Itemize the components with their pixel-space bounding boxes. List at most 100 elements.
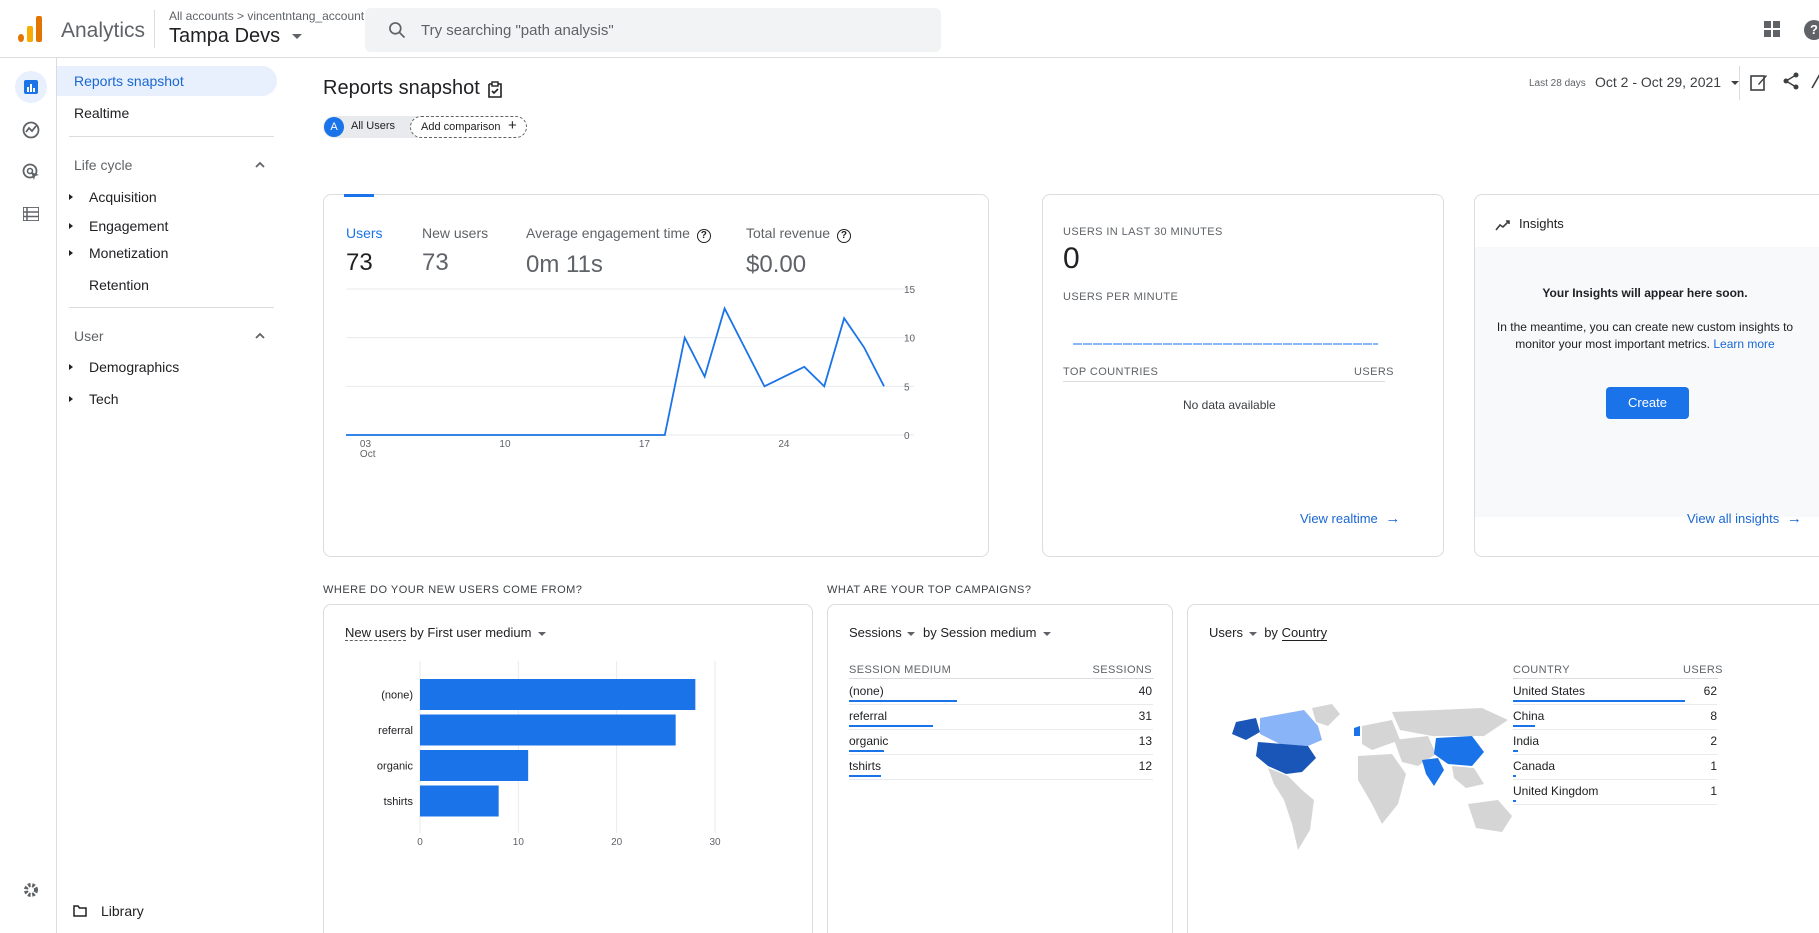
bar[interactable] bbox=[420, 785, 499, 817]
help-icon[interactable]: ? bbox=[1804, 20, 1819, 40]
row-label[interactable]: Canada bbox=[1513, 759, 1556, 773]
row-proportion-bar bbox=[1513, 775, 1516, 777]
row-label[interactable]: organic bbox=[849, 734, 889, 748]
sidebar-item-engagement[interactable]: Engagement bbox=[57, 211, 277, 241]
overview-card: Users 73 New users 73 Average engagement… bbox=[323, 194, 989, 557]
row-divider bbox=[1513, 804, 1717, 805]
expand-arrow-icon bbox=[69, 223, 73, 229]
sidebar-item-library[interactable]: Library bbox=[71, 896, 261, 926]
countries-card-title[interactable]: Users by Country bbox=[1209, 625, 1328, 641]
realtime-card: USERS IN LAST 30 MINUTES 0 USERS PER MIN… bbox=[1042, 194, 1444, 557]
top-countries-label: TOP COUNTRIES bbox=[1063, 366, 1159, 378]
realtime-users-label: USERS IN LAST 30 MINUTES bbox=[1063, 226, 1223, 238]
help-circle-icon[interactable]: ? bbox=[696, 229, 711, 243]
session-medium-column: SESSION MEDIUM bbox=[849, 664, 952, 676]
realtime-users-value: 0 bbox=[1063, 242, 1080, 275]
search-input[interactable] bbox=[421, 8, 921, 52]
chart-metric: New users bbox=[345, 625, 407, 641]
row-proportion-bar bbox=[1513, 700, 1685, 702]
sidebar-section-user[interactable]: User bbox=[57, 321, 277, 351]
row-proportion-bar bbox=[849, 700, 957, 702]
row-label[interactable]: United Kingdom bbox=[1513, 784, 1599, 798]
explore-rail-button[interactable] bbox=[15, 114, 47, 146]
row-label[interactable]: referral bbox=[849, 709, 888, 723]
by-label: by bbox=[1264, 625, 1278, 640]
canada-shape bbox=[1260, 710, 1322, 746]
row-label[interactable]: tshirts bbox=[849, 759, 882, 773]
sidebar-item-realtime[interactable]: Realtime bbox=[74, 105, 130, 121]
row-value: 1 bbox=[1710, 759, 1717, 773]
apps-grid-icon[interactable] bbox=[1764, 21, 1780, 37]
row-label[interactable]: (none) bbox=[849, 684, 884, 698]
analytics-logo[interactable] bbox=[18, 16, 44, 42]
metric-value: $0.00 bbox=[746, 251, 807, 278]
campaigns-dimension: Session medium bbox=[940, 625, 1037, 640]
campaigns-card: Sessions by Session medium SESSION MEDIU… bbox=[827, 604, 1173, 933]
configure-rail-button[interactable] bbox=[15, 198, 47, 230]
sidebar-item-monetization[interactable]: Monetization bbox=[57, 238, 277, 268]
date-range-selector[interactable]: Oct 2 - Oct 29, 2021 bbox=[1595, 74, 1739, 90]
learn-more-link[interactable]: Learn more bbox=[1713, 337, 1775, 351]
metric-tab-engagement-time[interactable]: Average engagement time ? 0m 11s bbox=[526, 225, 711, 279]
row-label[interactable]: India bbox=[1513, 734, 1540, 748]
sidebar-item-demographics[interactable]: Demographics bbox=[57, 352, 277, 382]
header-divider bbox=[154, 10, 155, 48]
metric-tab-total-revenue[interactable]: Total revenue ? $0.00 bbox=[746, 225, 851, 279]
admin-rail-button[interactable] bbox=[15, 874, 47, 906]
new-users-bar-chart[interactable]: 0 10 20 30 (none) referral organic tshirts bbox=[324, 605, 814, 895]
sidebar-item-label: Acquisition bbox=[89, 189, 157, 205]
sidebar-item-tech[interactable]: Tech bbox=[57, 384, 277, 414]
create-insight-button[interactable]: Create bbox=[1606, 387, 1689, 419]
insights-body: In the meantime, you can create new cust… bbox=[1495, 319, 1795, 353]
chevron-down-icon bbox=[1248, 631, 1257, 636]
metric-value: 0m 11s bbox=[526, 251, 603, 278]
plus-icon: + bbox=[508, 117, 517, 134]
table-divider bbox=[1513, 678, 1718, 679]
reports-rail-button[interactable] bbox=[15, 71, 47, 103]
sidebar-item-retention[interactable]: Retention bbox=[57, 270, 277, 300]
bar[interactable] bbox=[420, 714, 676, 746]
y-tick-label: 15 bbox=[904, 285, 916, 296]
account-breadcrumb[interactable]: All accounts > vincentntang_account bbox=[169, 9, 365, 23]
view-all-insights-link[interactable]: View all insights → bbox=[1687, 510, 1802, 527]
customize-check-icon[interactable] bbox=[487, 81, 503, 98]
bar-chart-icon bbox=[24, 80, 38, 94]
new-users-chart-title[interactable]: New users by First user medium bbox=[345, 625, 547, 641]
library-label: Library bbox=[101, 903, 144, 919]
list-icon bbox=[23, 207, 39, 221]
world-map[interactable] bbox=[1222, 700, 1522, 860]
sidebar-item-reports-snapshot[interactable]: Reports snapshot bbox=[57, 66, 277, 96]
metric-value: 73 bbox=[422, 249, 449, 276]
target-cursor-icon bbox=[22, 163, 39, 180]
edit-report-icon[interactable] bbox=[1750, 73, 1768, 91]
row-proportion-bar bbox=[1513, 725, 1536, 727]
toolbar-divider bbox=[1739, 66, 1740, 100]
row-label[interactable]: United States bbox=[1513, 684, 1586, 698]
add-comparison-button[interactable]: Add comparison + bbox=[410, 116, 527, 138]
metric-tab-users[interactable]: Users 73 bbox=[346, 225, 383, 277]
australia-shape bbox=[1468, 800, 1512, 832]
advertising-rail-button[interactable] bbox=[15, 156, 47, 188]
row-label[interactable]: China bbox=[1513, 709, 1545, 723]
sidebar-item-acquisition[interactable]: Acquisition bbox=[57, 182, 277, 212]
share-icon[interactable] bbox=[1782, 72, 1800, 90]
bar[interactable] bbox=[420, 750, 529, 781]
metric-tab-new-users[interactable]: New users 73 bbox=[422, 225, 488, 277]
view-realtime-link[interactable]: View realtime → bbox=[1300, 510, 1400, 527]
chart-dimension: First user medium bbox=[427, 625, 532, 640]
search-bar[interactable] bbox=[365, 8, 941, 52]
page-title: Reports snapshot bbox=[323, 77, 480, 99]
sidebar-section-lifecycle[interactable]: Life cycle bbox=[57, 150, 277, 180]
metric-value: 73 bbox=[346, 249, 373, 276]
insights-sparkle-icon[interactable] bbox=[1811, 73, 1819, 89]
india-shape bbox=[1422, 758, 1444, 786]
campaigns-card-title[interactable]: Sessions by Session medium bbox=[849, 625, 1052, 640]
users-series-line[interactable] bbox=[346, 306, 885, 436]
help-circle-icon[interactable]: ? bbox=[836, 229, 851, 243]
bar[interactable] bbox=[420, 679, 696, 710]
table-divider bbox=[849, 678, 1154, 679]
property-selector[interactable]: Tampa Devs bbox=[169, 25, 302, 48]
row-value: 62 bbox=[1703, 684, 1717, 698]
chevron-up-icon bbox=[255, 332, 265, 339]
